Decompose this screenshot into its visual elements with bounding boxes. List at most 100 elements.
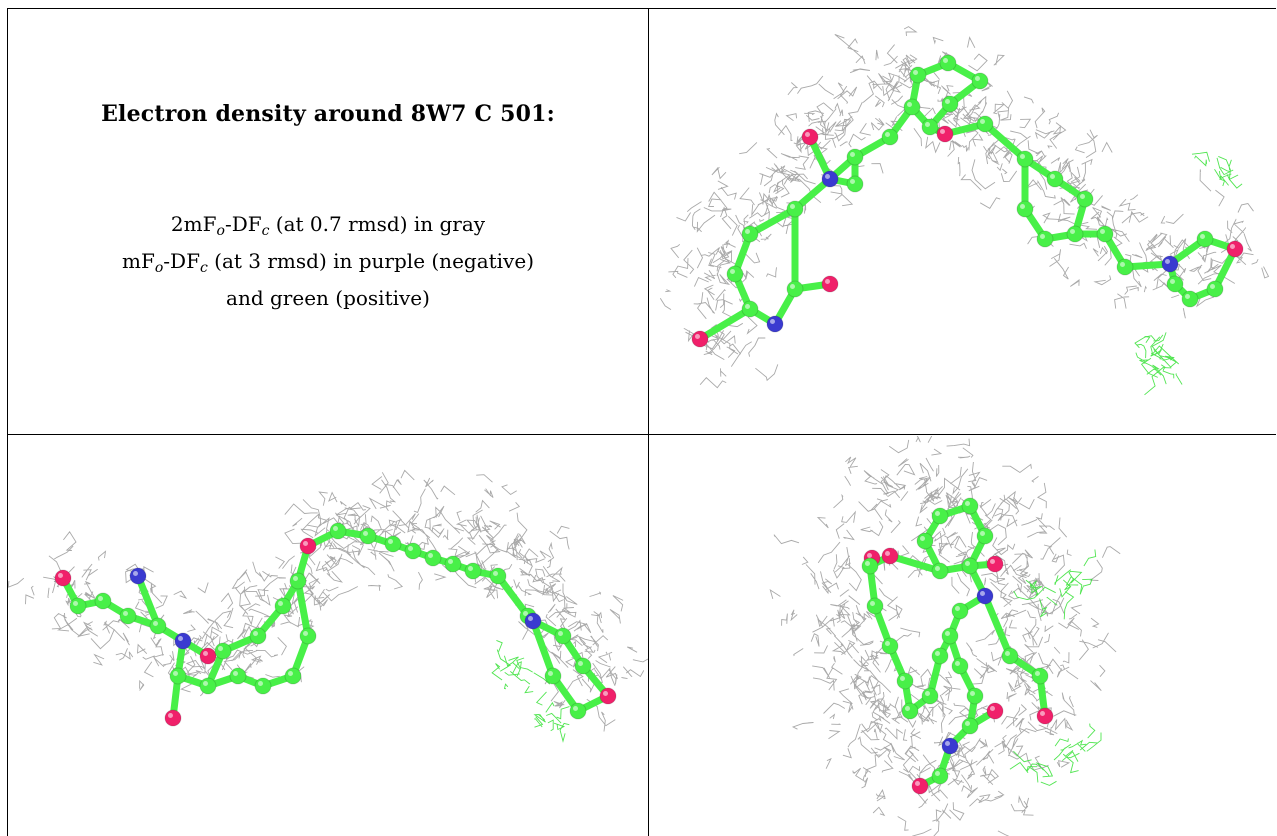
carbon-atom (1001, 647, 1019, 665)
carbon-atom (941, 95, 959, 113)
atom-highlight (168, 713, 173, 718)
legend-1-suffix: (at 0.7 rmsd) in gray (269, 212, 486, 236)
atom-highlight (870, 601, 875, 606)
grid-middle-horizontal-line (7, 434, 1276, 435)
ligand-model-2-atoms (54, 522, 617, 727)
mesh-positive-1a (1134, 332, 1183, 396)
mesh-positive-3b (1013, 549, 1097, 620)
atom-highlight (1035, 671, 1040, 676)
atom-highlight (920, 536, 925, 541)
carbon-atom (199, 677, 217, 695)
atom-highlight (1020, 204, 1025, 209)
bond (294, 577, 312, 640)
oxygen-atom (199, 647, 217, 665)
carbon-atom (976, 115, 994, 133)
carbon-atom (1076, 190, 1094, 208)
atom-highlight (935, 651, 940, 656)
figure-grid (7, 8, 1276, 836)
carbon-atom (444, 555, 462, 573)
atom-highlight (1100, 229, 1105, 234)
mesh-positive-3b-strands (1013, 549, 1097, 620)
carbon-atom (1116, 258, 1134, 276)
legend-2-suffix: (at 3 rmsd) in purple (negative) (207, 249, 534, 273)
atom-highlight (1185, 294, 1190, 299)
carbon-atom (846, 175, 864, 193)
carbon-atom (931, 507, 949, 525)
carbon-atom (903, 98, 921, 116)
nitrogen-atom (524, 612, 542, 630)
carbon-atom (961, 497, 979, 515)
atom-highlight (1040, 234, 1045, 239)
atom-highlight (850, 152, 855, 157)
atom-highlight (528, 616, 533, 621)
atom-highlight (980, 531, 985, 536)
atom-highlight (1020, 154, 1025, 159)
atom-highlight (573, 706, 578, 711)
carbon-atom (1036, 230, 1054, 248)
carbon-atom (119, 607, 137, 625)
atom-highlight (58, 573, 63, 578)
ligand-model-3 (861, 497, 1054, 795)
atom-highlight (980, 591, 985, 596)
carbon-atom (976, 527, 994, 545)
ligand-model-1-bonds (696, 59, 1239, 343)
atom-highlight (153, 621, 158, 626)
legend-1-mid: -DF (224, 212, 262, 236)
carbon-atom (1196, 230, 1214, 248)
carbon-atom (384, 535, 402, 553)
oxygen-atom (691, 330, 709, 348)
atom-highlight (805, 132, 810, 137)
atom-highlight (428, 553, 433, 558)
atom-highlight (965, 501, 970, 506)
oxygen-atom (881, 547, 899, 565)
grid-left-line (7, 8, 8, 836)
carbon-atom (574, 657, 592, 675)
atom-highlight (1080, 194, 1085, 199)
atom-highlight (935, 566, 940, 571)
atom-highlight (925, 691, 930, 696)
atom-highlight (1230, 244, 1235, 249)
carbon-atom (941, 627, 959, 645)
carbon-atom (971, 72, 989, 90)
mesh-positive-3a-strands (1009, 723, 1102, 786)
carbon-atom (1206, 280, 1224, 298)
atom-highlight (303, 541, 308, 546)
mesh-2fofc-1 (659, 26, 1270, 389)
legend-line-2fofc: 2mFo-DFc (at 0.7 rmsd) in gray (8, 209, 648, 246)
atom-highlight (913, 70, 918, 75)
legend-1-prefix: 2mF (170, 212, 217, 236)
oxygen-atom (986, 555, 1004, 573)
oxygen-atom (164, 709, 182, 727)
atom-highlight (133, 571, 138, 576)
atom-highlight (940, 129, 945, 134)
carbon-atom (931, 767, 949, 785)
carbon-atom (169, 667, 187, 685)
carbon-atom (1166, 275, 1184, 293)
bond (134, 572, 162, 630)
atom-highlight (218, 646, 223, 651)
legend-2-prefix: mF (122, 249, 155, 273)
carbon-atom (1046, 170, 1064, 188)
carbon-atom (846, 148, 864, 166)
mesh-positive-1b-strands (1191, 151, 1243, 189)
carbon-atom (786, 200, 804, 218)
oxygen-atom (599, 687, 617, 705)
figure-title: Electron density around 8W7 C 501: (101, 101, 555, 127)
carbon-atom (881, 637, 899, 655)
nitrogen-atom (174, 632, 192, 650)
mesh-positive-2 (491, 639, 570, 743)
atom-highlight (850, 179, 855, 184)
atom-highlight (730, 269, 735, 274)
atom-highlight (173, 671, 178, 676)
carbon-atom (866, 597, 884, 615)
carbon-atom (299, 627, 317, 645)
atom-highlight (178, 636, 183, 641)
legend-1-sub-o: o (216, 223, 225, 239)
carbon-atom (544, 667, 562, 685)
atom-highlight (955, 661, 960, 666)
atom-highlight (1040, 711, 1045, 716)
atom-highlight (333, 526, 338, 531)
atom-highlight (1050, 174, 1055, 179)
atom-highlight (363, 531, 368, 536)
atom-highlight (98, 596, 103, 601)
